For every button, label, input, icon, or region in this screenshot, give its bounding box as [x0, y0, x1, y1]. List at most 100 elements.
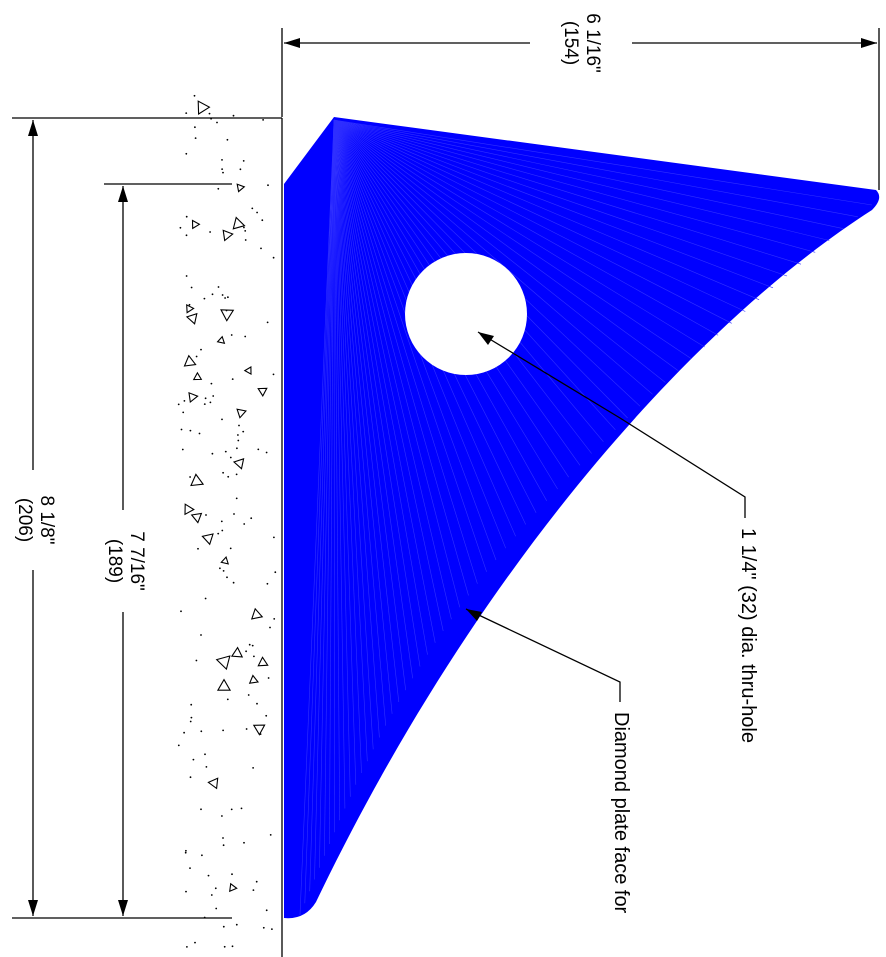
- concrete-speck: [185, 234, 188, 237]
- concrete-aggregate: [197, 100, 211, 115]
- concrete-aggregate: [207, 777, 219, 790]
- concrete-speck: [272, 373, 275, 376]
- concrete-speck: [189, 429, 192, 432]
- concrete-aggregate: [250, 607, 264, 620]
- concrete-aggregate: [220, 556, 230, 565]
- concrete-speck: [211, 293, 214, 296]
- concrete-speck: [265, 451, 268, 454]
- concrete-aggregate: [257, 387, 268, 397]
- plate-shading-line: [333, 119, 421, 667]
- concrete-speck: [242, 160, 245, 162]
- plate-shading-line: [333, 119, 788, 277]
- plate-shading-lines: [299, 119, 873, 916]
- concrete-speck: [233, 513, 235, 515]
- plate-shading-line: [333, 119, 478, 584]
- concrete-speck: [221, 815, 223, 817]
- plate-shading-line: [333, 119, 444, 632]
- concrete-speck: [266, 582, 269, 585]
- concrete-speck: [189, 476, 192, 478]
- plate-shading-line: [333, 119, 351, 797]
- concrete-speck: [214, 887, 217, 890]
- concrete-speck: [189, 867, 191, 869]
- concrete-aggregate: [216, 335, 226, 345]
- concrete-speck: [209, 401, 212, 404]
- concrete-speck: [188, 303, 191, 306]
- hole-callout: 1 1/4" (32) dia. thru-hole: [737, 528, 759, 743]
- concrete-speck: [221, 418, 223, 421]
- concrete-speck: [195, 659, 198, 662]
- concrete-speck: [205, 766, 208, 768]
- plate-shading-line: [333, 119, 428, 655]
- concrete-speck: [180, 428, 183, 431]
- concrete-aggregate: [232, 457, 245, 470]
- concrete-speck: [177, 403, 180, 406]
- plate-shading-line: [333, 119, 487, 572]
- plate-shading-line: [333, 119, 413, 679]
- thru-hole: [405, 253, 527, 375]
- plate-shading-line: [333, 119, 719, 336]
- concrete-aggregate: [230, 646, 244, 658]
- face-leader-arrow: [466, 609, 482, 621]
- concrete-speck: [180, 610, 182, 613]
- concrete-speck: [223, 945, 226, 948]
- plate-shading-line: [333, 119, 374, 750]
- concrete-speck: [194, 941, 196, 944]
- plate-shading-line: [333, 119, 380, 738]
- concrete-aggregate: [215, 655, 231, 671]
- concrete-speck: [262, 926, 265, 929]
- concrete-speck: [204, 597, 207, 600]
- concrete-speck: [242, 430, 245, 433]
- concrete-speck: [190, 703, 193, 706]
- concrete-aggregate: [248, 674, 260, 684]
- concrete-speck: [253, 655, 255, 658]
- concrete-aggregate: [236, 183, 246, 193]
- concrete-speck: [200, 634, 202, 636]
- top-dim-metric: (154): [560, 21, 581, 65]
- plate-shading-line: [333, 119, 816, 253]
- concrete-speck: [269, 834, 272, 836]
- concrete-aggregate: [201, 533, 214, 546]
- concrete-speck: [227, 475, 230, 478]
- plate-shading-line: [333, 119, 386, 726]
- concrete-speck: [273, 536, 275, 539]
- top-arrow-left: [284, 38, 300, 48]
- concrete-speck: [230, 808, 233, 811]
- plate-shading-line: [333, 119, 746, 312]
- plate-shading-line: [333, 119, 406, 691]
- plate-shading-line: [333, 119, 858, 218]
- concrete-speck: [251, 644, 254, 647]
- concrete-speck: [224, 450, 227, 453]
- concrete-speck: [226, 576, 228, 579]
- concrete-speck: [265, 714, 268, 717]
- concrete-aggregate: [184, 503, 195, 516]
- concrete-speck: [224, 297, 227, 299]
- concrete-speck: [200, 730, 203, 733]
- top-dim-imperial: 6 1/16": [582, 13, 603, 73]
- concrete-speck: [238, 424, 240, 427]
- concrete-speck: [205, 514, 207, 516]
- concrete-speck: [221, 168, 224, 171]
- concrete-speck: [243, 841, 245, 844]
- concrete-aggregate: [220, 309, 235, 322]
- concrete-speck: [240, 807, 243, 810]
- plate-shading-line: [333, 119, 830, 241]
- concrete-speck: [222, 471, 225, 474]
- concrete-speck: [185, 215, 188, 218]
- concrete-speck: [255, 880, 258, 883]
- outer-arrow-top: [28, 120, 38, 136]
- concrete-speck: [185, 112, 188, 114]
- concrete-aggregate: [186, 303, 195, 314]
- concrete-speck: [184, 851, 187, 854]
- concrete-speck: [251, 207, 254, 210]
- plate-shading-line: [299, 119, 335, 916]
- concrete-speck: [208, 112, 211, 115]
- concrete-speck: [217, 187, 220, 190]
- concrete-speck: [274, 571, 277, 574]
- plate-shading-line: [333, 119, 873, 206]
- concrete-speck: [215, 907, 218, 910]
- concrete-speck: [250, 517, 253, 520]
- concrete-speck: [244, 335, 247, 338]
- concrete-speck: [194, 137, 197, 140]
- concrete-speck: [210, 382, 213, 385]
